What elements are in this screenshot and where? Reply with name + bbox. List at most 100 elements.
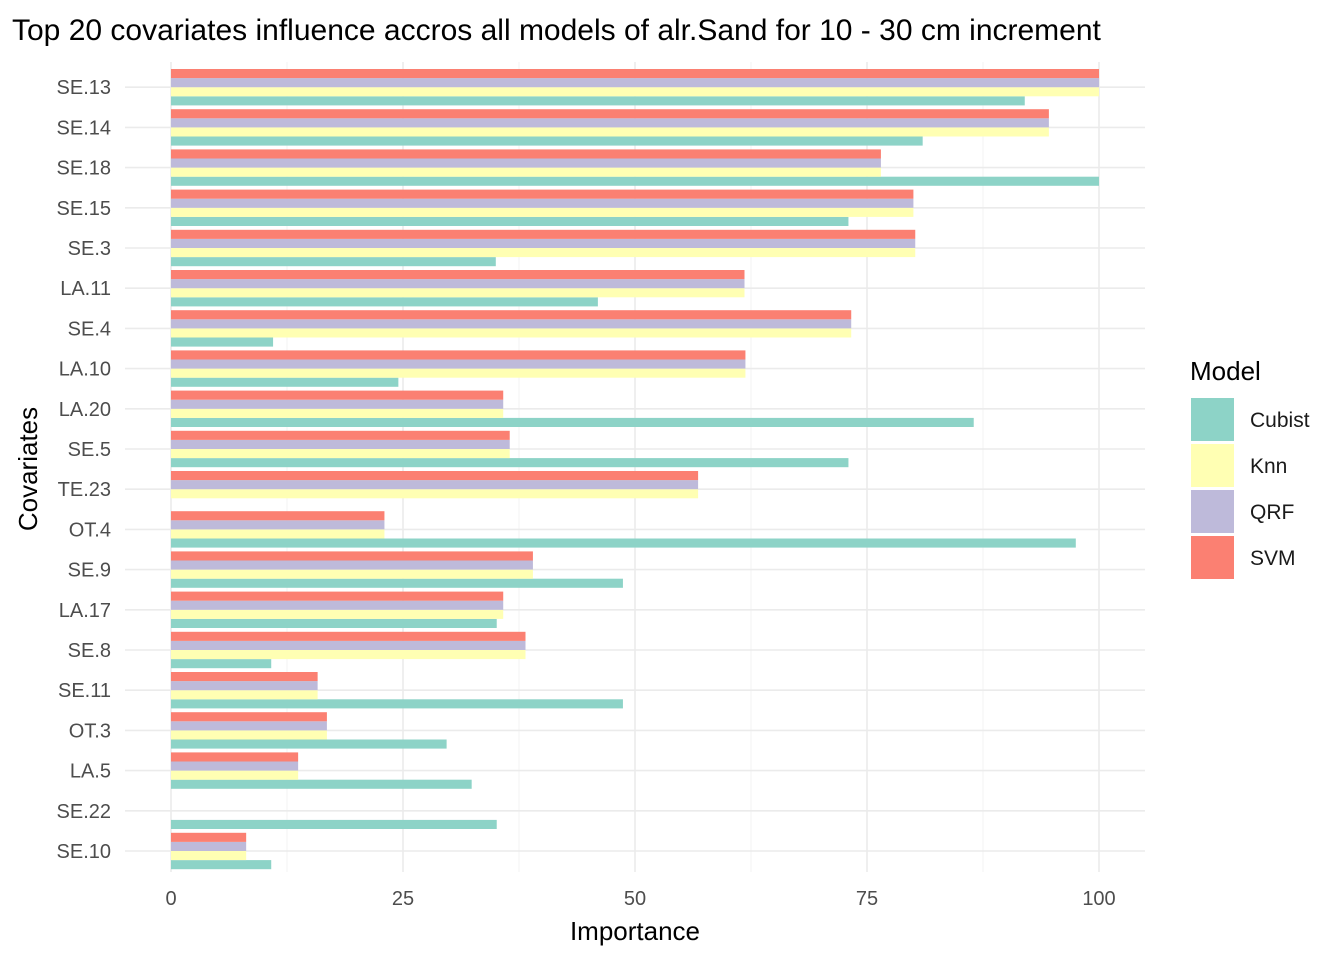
bar-svm-ot-4 xyxy=(171,511,385,521)
bar-knn-la-17 xyxy=(171,609,504,619)
bar-qrf-se-13 xyxy=(171,78,1099,88)
bar-cubist-la-10 xyxy=(171,377,399,387)
bar-knn-se-15 xyxy=(171,207,914,217)
x-axis-title: Importance xyxy=(570,916,700,946)
bar-cubist-se-15 xyxy=(171,216,849,226)
legend-label-qrf: QRF xyxy=(1250,501,1294,524)
bar-cubist-se-8 xyxy=(171,659,272,669)
x-tick-label: 50 xyxy=(624,888,646,910)
y-tick-label: SE.5 xyxy=(68,439,111,461)
y-tick-label: SE.13 xyxy=(57,77,111,99)
bar-qrf-la-17 xyxy=(171,600,504,610)
bar-qrf-la-11 xyxy=(171,279,745,289)
bar-cubist-se-3 xyxy=(171,257,496,267)
bar-knn-se-9 xyxy=(171,569,533,579)
legend-key-qrf xyxy=(1191,490,1234,533)
x-tick-label: 100 xyxy=(1082,888,1115,910)
bar-cubist-se-13 xyxy=(171,96,1025,106)
bar-knn-se-18 xyxy=(171,167,881,177)
y-tick-label: SE.4 xyxy=(68,318,111,340)
bar-knn-la-10 xyxy=(171,368,746,378)
bar-knn-se-3 xyxy=(171,248,916,258)
y-tick-label: LA.10 xyxy=(59,359,111,381)
y-tick-label: SE.14 xyxy=(57,117,111,139)
bar-svm-se-5 xyxy=(171,430,510,440)
bar-svm-se-4 xyxy=(171,310,852,320)
bar-knn-se-8 xyxy=(171,650,526,660)
bar-qrf-se-11 xyxy=(171,681,318,691)
y-tick-label: SE.18 xyxy=(57,158,111,180)
bar-svm-se-18 xyxy=(171,149,881,159)
y-tick-label: SE.3 xyxy=(68,238,111,260)
bar-qrf-la-5 xyxy=(171,761,299,771)
bar-svm-se-15 xyxy=(171,189,914,199)
x-tick-label: 25 xyxy=(392,888,414,910)
bar-knn-se-10 xyxy=(171,851,247,861)
y-tick-label: OT.4 xyxy=(69,519,111,541)
legend-key-knn xyxy=(1191,444,1234,487)
bar-svm-ot-3 xyxy=(171,712,327,722)
bar-knn-te-23 xyxy=(171,489,699,499)
y-tick-label: OT.3 xyxy=(69,720,111,742)
y-tick-label: SE.22 xyxy=(57,801,111,823)
bar-svm-la-17 xyxy=(171,591,504,601)
bar-qrf-ot-4 xyxy=(171,520,385,530)
y-tick-label: LA.5 xyxy=(70,761,111,783)
legend-title: Model xyxy=(1190,356,1261,386)
bar-knn-se-5 xyxy=(171,449,510,459)
y-tick-label: SE.8 xyxy=(68,640,111,662)
bar-svm-la-5 xyxy=(171,752,299,762)
bar-knn-se-13 xyxy=(171,87,1099,97)
bar-cubist-ot-3 xyxy=(171,739,447,749)
y-tick-label: SE.10 xyxy=(57,841,111,863)
bar-cubist-se-10 xyxy=(171,860,272,870)
y-tick-labels: SE.13 SE.14 SE.18 SE.15 SE.3 LA.11 SE.4 LA.10 LA… xyxy=(57,77,111,863)
y-tick-label: LA.20 xyxy=(59,399,111,421)
bar-qrf-la-20 xyxy=(171,399,504,409)
bar-knn-la-5 xyxy=(171,770,299,780)
bar-knn-se-14 xyxy=(171,127,1049,137)
y-tick-label: LA.17 xyxy=(59,600,111,622)
bar-knn-la-20 xyxy=(171,408,504,418)
bar-svm-se-11 xyxy=(171,672,318,682)
legend: Model Cubist Knn QRF SVM xyxy=(1190,356,1310,579)
y-tick-label: LA.11 xyxy=(60,278,111,300)
y-axis-title: Covariates xyxy=(13,407,43,531)
bar-svm-se-9 xyxy=(171,551,533,561)
bar-svm-se-14 xyxy=(171,109,1049,119)
bar-qrf-te-23 xyxy=(171,480,699,490)
bar-cubist-se-18 xyxy=(171,176,1099,186)
bar-cubist-se-14 xyxy=(171,136,923,146)
legend-key-svm xyxy=(1191,536,1234,579)
bar-qrf-se-10 xyxy=(171,841,247,851)
legend-label-cubist: Cubist xyxy=(1250,409,1310,432)
bar-cubist-se-22 xyxy=(171,819,497,829)
bar-knn-ot-3 xyxy=(171,730,327,740)
bar-qrf-se-9 xyxy=(171,560,533,570)
bar-knn-se-4 xyxy=(171,328,852,338)
bar-qrf-se-15 xyxy=(171,198,914,208)
bar-svm-se-10 xyxy=(171,832,247,842)
y-tick-label: SE.9 xyxy=(68,560,111,582)
bar-cubist-se-9 xyxy=(171,578,623,588)
bar-knn-se-11 xyxy=(171,690,318,700)
bar-qrf-se-3 xyxy=(171,238,916,248)
bar-svm-la-20 xyxy=(171,390,504,400)
y-tick-label: TE.23 xyxy=(58,479,111,501)
bar-knn-la-11 xyxy=(171,288,745,298)
bars xyxy=(171,69,1099,870)
bar-qrf-se-18 xyxy=(171,158,881,168)
legend-key-cubist xyxy=(1191,398,1234,441)
bar-qrf-se-5 xyxy=(171,439,510,449)
x-tick-label: 75 xyxy=(856,888,878,910)
y-tick-label: SE.11 xyxy=(58,680,111,702)
bar-knn-ot-4 xyxy=(171,529,385,539)
bar-qrf-se-8 xyxy=(171,640,526,650)
x-tick-labels: 0 25 50 75 100 xyxy=(165,888,1115,910)
bar-svm-la-10 xyxy=(171,350,746,360)
bar-cubist-ot-4 xyxy=(171,538,1076,548)
bar-svm-te-23 xyxy=(171,471,699,481)
bar-cubist-se-5 xyxy=(171,458,849,468)
y-tick-label: SE.15 xyxy=(57,198,111,220)
bar-cubist-la-17 xyxy=(171,618,497,628)
